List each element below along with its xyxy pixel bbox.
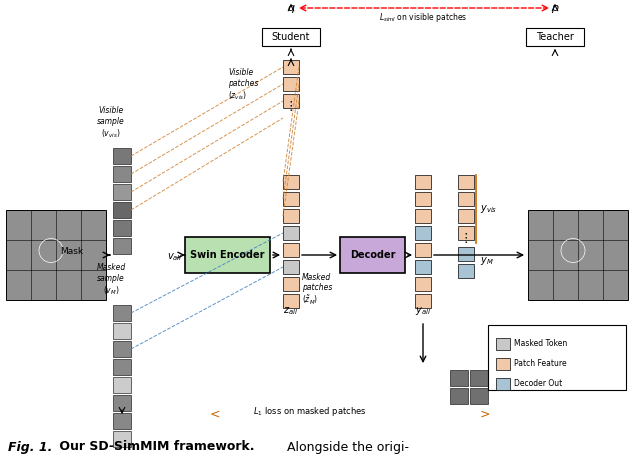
Text: Student: Student [272, 32, 310, 42]
Text: $L_{siml}$ on visible patches: $L_{siml}$ on visible patches [379, 11, 467, 24]
Bar [113, 202, 131, 218]
Text: Alongside the origi-: Alongside the origi- [283, 441, 409, 453]
Bar [415, 175, 431, 189]
Text: ⋮: ⋮ [460, 232, 472, 245]
Bar [113, 305, 131, 321]
Text: $v_{all}$: $v_{all}$ [167, 251, 183, 263]
Bar [340, 237, 405, 273]
Bar [450, 388, 468, 404]
Bar [415, 294, 431, 308]
Bar [113, 413, 131, 429]
Text: Visible
patches
$(z_{vis})$: Visible patches $(z_{vis})$ [228, 68, 259, 102]
Bar [113, 341, 131, 357]
Text: Masked Token: Masked Token [514, 339, 567, 349]
Text: Teacher: Teacher [536, 32, 574, 42]
Bar [113, 431, 131, 447]
Text: ⋮: ⋮ [285, 100, 297, 113]
Text: Masked
sample
$(v_M)$: Masked sample $(v_M)$ [97, 263, 125, 297]
Text: p: p [552, 3, 559, 13]
Bar [458, 264, 474, 278]
Bar [458, 175, 474, 189]
Bar [113, 323, 131, 339]
Text: Decoder Out: Decoder Out [514, 380, 563, 388]
Text: Patch Feature: Patch Feature [514, 360, 566, 369]
Bar [283, 209, 299, 223]
Text: $z_{all}$: $z_{all}$ [284, 305, 298, 317]
Bar [283, 77, 299, 91]
Bar [526, 28, 584, 46]
Bar [185, 237, 270, 273]
Bar [283, 243, 299, 257]
Bar [458, 247, 474, 261]
Text: Our SD-SimMIM framework.: Our SD-SimMIM framework. [55, 441, 255, 453]
Bar [283, 94, 299, 108]
Bar [415, 260, 431, 274]
Bar [113, 148, 131, 164]
Bar [470, 388, 488, 404]
Text: Visible
sample
$(v_{vis})$: Visible sample $(v_{vis})$ [97, 106, 125, 140]
Bar [458, 209, 474, 223]
Text: >: > [480, 408, 490, 420]
Text: Masked
patches
$(\tilde{z}_M)$: Masked patches $(\tilde{z}_M)$ [302, 273, 332, 307]
Bar [458, 226, 474, 240]
Bar [415, 277, 431, 291]
Bar [450, 370, 468, 386]
Bar [113, 377, 131, 393]
Text: $L_1$ loss on masked patches: $L_1$ loss on masked patches [253, 405, 367, 419]
Bar [496, 338, 510, 350]
Bar [283, 260, 299, 274]
Bar [470, 370, 488, 386]
Bar [496, 358, 510, 370]
Text: $y_{all}$: $y_{all}$ [415, 305, 431, 317]
Bar [283, 277, 299, 291]
Bar [113, 220, 131, 236]
Bar [528, 210, 628, 300]
Text: Swin Encoder: Swin Encoder [190, 250, 265, 260]
Bar [6, 210, 106, 300]
Bar [415, 226, 431, 240]
Bar [113, 395, 131, 411]
Bar [113, 166, 131, 182]
Bar [283, 294, 299, 308]
Bar [283, 60, 299, 74]
Text: <: < [210, 408, 220, 420]
Bar [415, 209, 431, 223]
Text: Mask: Mask [60, 247, 84, 256]
Bar [262, 28, 320, 46]
Bar [283, 226, 299, 240]
Bar [496, 378, 510, 390]
Text: Decoder: Decoder [349, 250, 396, 260]
Bar [113, 184, 131, 200]
Bar [415, 243, 431, 257]
Bar [113, 359, 131, 375]
Text: Fig. 1.: Fig. 1. [8, 441, 52, 453]
Bar [488, 325, 626, 390]
Bar [283, 175, 299, 189]
Text: $y_{vis}$: $y_{vis}$ [480, 203, 497, 215]
Bar [415, 192, 431, 206]
Bar [458, 192, 474, 206]
Bar [113, 238, 131, 254]
Text: q: q [287, 3, 294, 13]
Text: $y_M$: $y_M$ [480, 255, 493, 267]
Bar [283, 192, 299, 206]
